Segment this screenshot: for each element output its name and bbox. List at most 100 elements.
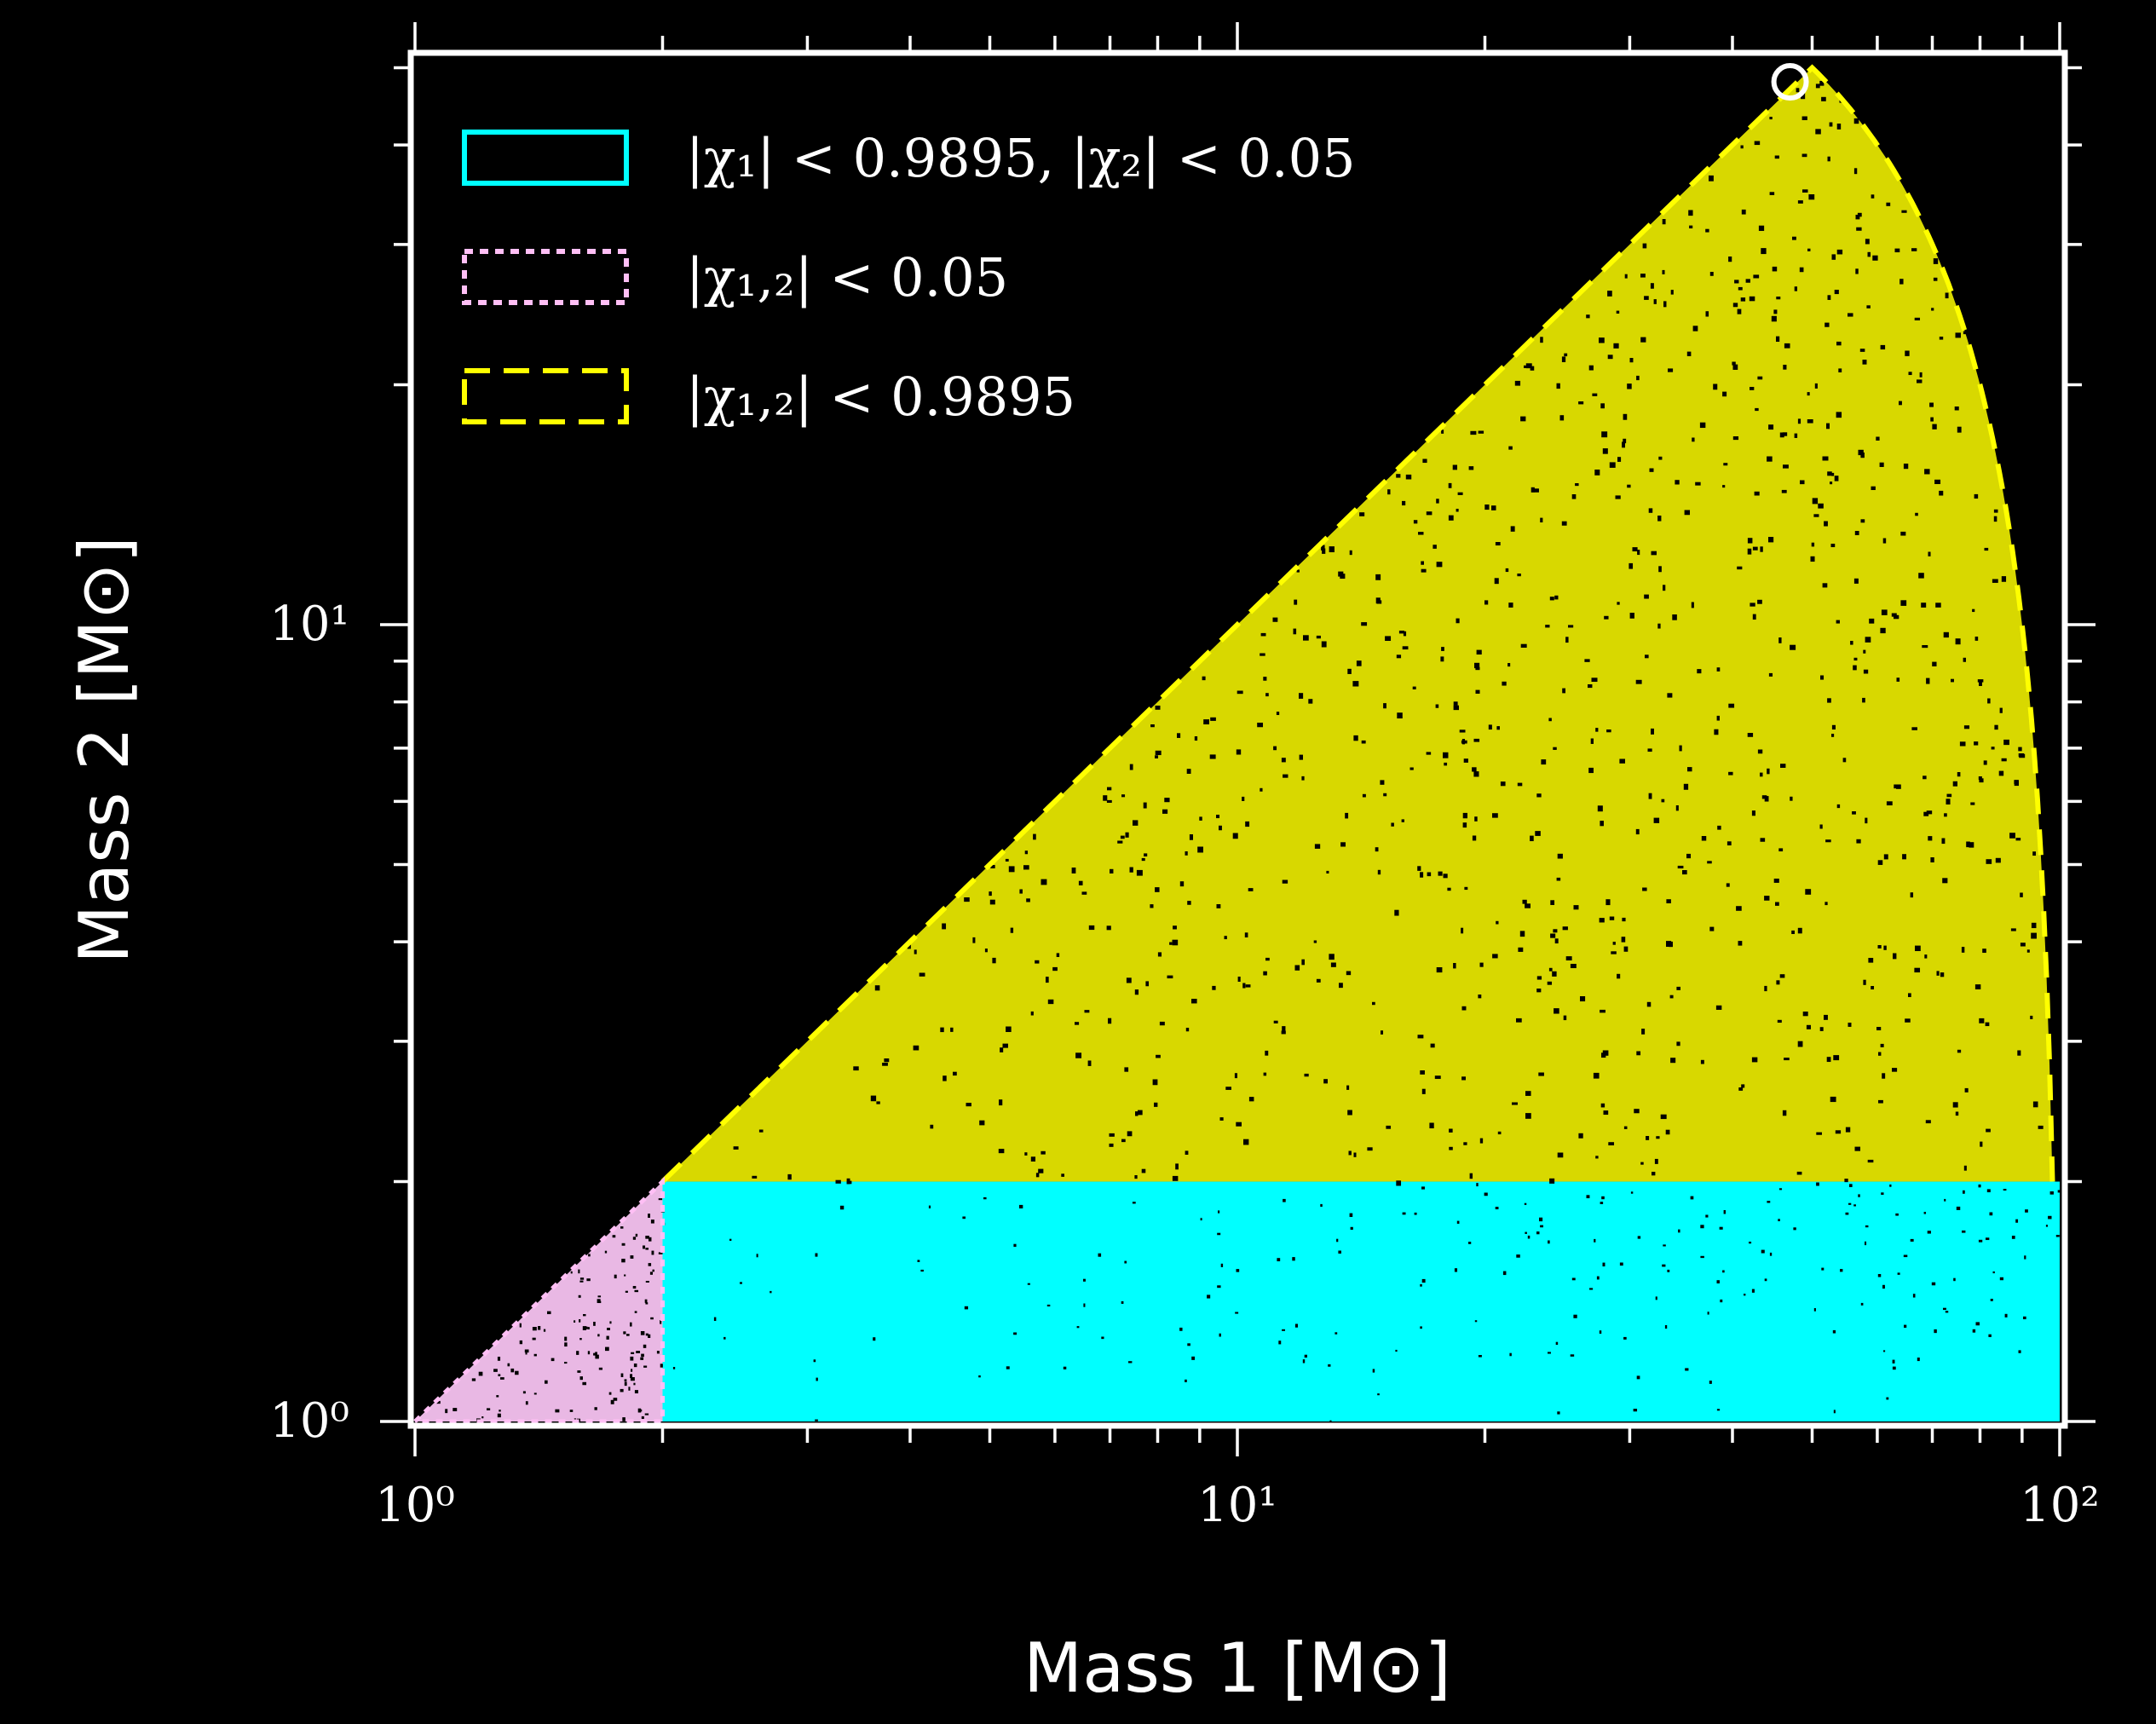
scatter-speckle (999, 1099, 1003, 1106)
y-axis-label: Mass 2 [M⊙] (65, 536, 144, 964)
scatter-speckle (1737, 308, 1742, 314)
scatter-speckle (1353, 735, 1358, 741)
scatter-speckle (507, 1363, 510, 1367)
scatter-speckle (1375, 847, 1379, 852)
scatter-speckle (1570, 1354, 1575, 1357)
scatter-speckle (1495, 1207, 1499, 1210)
scatter-speckle (1447, 887, 1451, 891)
scatter-speckle (1476, 1183, 1479, 1187)
scatter-speckle (1966, 841, 1970, 848)
scatter-speckle (1376, 600, 1382, 604)
scatter-speckle (631, 1369, 633, 1372)
scatter-speckle (1904, 1324, 1907, 1328)
scatter-speckle (2048, 1215, 2052, 1219)
scatter-speckle (1492, 954, 1498, 959)
scatter-speckle (770, 1290, 772, 1294)
scatter-speckle (1491, 505, 1496, 510)
scatter-speckle (1797, 927, 1802, 934)
scatter-speckle (1699, 422, 1706, 429)
scatter-speckle (2038, 1125, 2044, 1129)
scatter-speckle (1917, 1358, 1920, 1362)
scatter-speckle (1509, 1352, 1512, 1357)
scatter-speckle (1429, 1122, 1434, 1129)
scatter-speckle (816, 1377, 818, 1381)
scatter-speckle (1644, 594, 1649, 599)
scatter-speckle (1889, 1184, 1892, 1187)
scatter-speckle (621, 1243, 625, 1246)
scatter-speckle (643, 1344, 647, 1348)
scatter-speckle (634, 1289, 639, 1293)
scatter-speckle (1751, 1289, 1755, 1293)
scatter-speckle (1751, 810, 1755, 816)
scatter-speckle (587, 1351, 591, 1355)
scatter-speckle (1903, 464, 1909, 470)
scatter-speckle (1768, 537, 1774, 543)
scatter-speckle (1602, 1262, 1605, 1267)
legend-label: |χ₁| < 0.9895, |χ₂| < 0.05 (686, 127, 1356, 189)
scatter-speckle (630, 1322, 632, 1327)
scatter-speckle (1219, 1333, 1221, 1337)
scatter-speckle (1993, 509, 1998, 513)
scatter-speckle (1883, 945, 1887, 950)
scatter-speckle (1381, 1030, 1384, 1035)
scatter-speckle (1700, 1255, 1704, 1259)
scatter-speckle (1282, 1329, 1286, 1331)
scatter-speckle (1488, 724, 1492, 730)
scatter-speckle (1934, 479, 1941, 485)
scatter-speckle (1760, 838, 1766, 842)
scatter-speckle (500, 1377, 504, 1380)
scatter-speckle (1554, 938, 1559, 944)
scatter-speckle (1474, 662, 1480, 669)
scatter-speckle (1473, 738, 1480, 742)
scatter-speckle (579, 1280, 584, 1283)
scatter-speckle (1825, 322, 1830, 327)
scatter-speckle (1914, 317, 1921, 320)
scatter-speckle (1831, 724, 1836, 730)
scatter-speckle (1345, 812, 1349, 819)
scatter-speckle (1273, 1020, 1278, 1023)
scatter-speckle (1830, 481, 1833, 485)
scatter-speckle (1463, 758, 1468, 763)
scatter-speckle (1338, 1250, 1341, 1254)
scatter-speckle (1635, 679, 1642, 684)
scatter-speckle (1242, 983, 1246, 989)
scatter-speckle (1963, 1165, 1967, 1171)
scatter-speckle (1540, 1225, 1543, 1228)
scatter-speckle (1676, 1041, 1680, 1047)
scatter-speckle (1461, 739, 1466, 745)
scatter-speckle (497, 1413, 501, 1418)
scatter-speckle (1829, 122, 1833, 127)
scatter-speckle (1263, 1072, 1267, 1076)
scatter-speckle (1367, 1147, 1373, 1151)
scatter-speckle (1278, 1341, 1282, 1345)
scatter-speckle (1502, 1271, 1507, 1276)
scatter-speckle (1141, 857, 1145, 862)
scatter-speckle (1559, 415, 1565, 421)
scatter-speckle (1622, 441, 1625, 448)
scatter-speckle (595, 1352, 597, 1356)
scatter-speckle (1867, 1159, 1874, 1163)
scatter-speckle (1063, 1366, 1067, 1369)
scatter-speckle (1769, 1252, 1773, 1256)
scatter-speckle (1510, 526, 1515, 532)
scatter-speckle (1831, 254, 1836, 260)
scatter-speckle (1531, 487, 1535, 493)
scatter-speckle (1338, 571, 1344, 577)
scatter-speckle (1019, 1204, 1023, 1209)
scatter-speckle (919, 972, 925, 977)
scatter-speckle (1588, 767, 1594, 774)
scatter-speckle (1219, 1117, 1224, 1121)
scatter-speckle (564, 1362, 568, 1364)
scatter-speckle (645, 1333, 649, 1336)
scatter-speckle (1993, 516, 1997, 522)
scatter-speckle (1602, 448, 1608, 454)
scatter-speckle (551, 1358, 555, 1362)
scatter-speckle (1484, 600, 1489, 605)
scatter-speckle (1502, 681, 1507, 686)
scatter-speckle (1871, 194, 1875, 199)
scatter-speckle (1880, 627, 1886, 634)
scatter-speckle (626, 1334, 630, 1336)
scatter-speckle (1827, 471, 1832, 476)
scatter-speckle (1629, 613, 1634, 619)
scatter-speckle (1881, 1192, 1884, 1196)
